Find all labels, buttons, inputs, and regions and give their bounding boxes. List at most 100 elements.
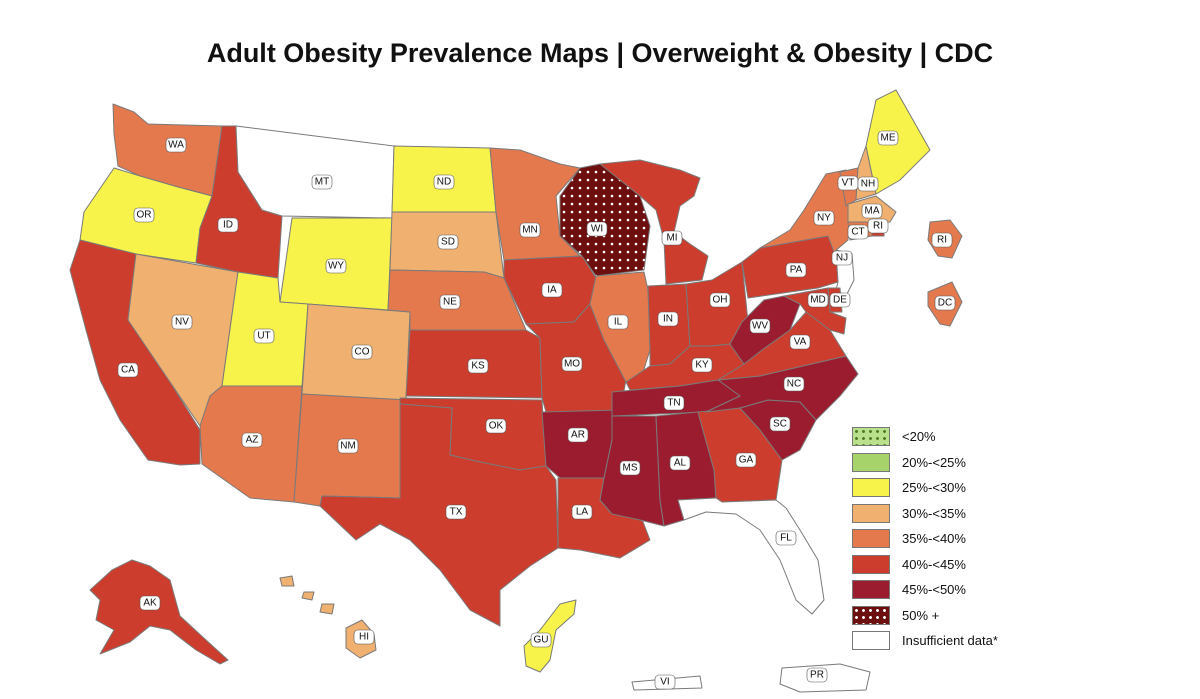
- state-label-box: [541, 282, 563, 298]
- legend-swatch: [852, 478, 890, 498]
- state-label-fl: FL: [775, 530, 797, 546]
- state-label-ca: CA: [117, 362, 139, 378]
- state-label-la: LA: [571, 504, 593, 520]
- state-label-nc: NC: [783, 376, 805, 392]
- state-label-box: [165, 137, 187, 153]
- state-label-vi: VI: [654, 674, 676, 690]
- state-label-box: [519, 222, 541, 238]
- state-label-text: MI: [666, 233, 677, 244]
- state-label-sd: SD: [437, 234, 459, 250]
- state-label-text: MT: [315, 177, 329, 188]
- state-label-box: [769, 416, 791, 432]
- state-label-text: WI: [591, 224, 603, 235]
- state-label-box: [785, 262, 807, 278]
- state-label-text: DC: [938, 298, 952, 309]
- legend-label: <20%: [902, 429, 936, 445]
- state-tx: [319, 403, 559, 627]
- state-label-ri: RI: [931, 232, 953, 248]
- state-label-text: ND: [437, 177, 451, 188]
- state-label-mo: MO: [561, 356, 583, 372]
- state-label-va: VA: [789, 334, 811, 350]
- state-label-text: PA: [790, 265, 803, 276]
- legend-item: 30%-<35%: [852, 501, 998, 527]
- state-label-text: NV: [175, 317, 189, 328]
- state-label-box: [749, 318, 771, 334]
- state-label-text: RI: [873, 221, 883, 232]
- state-label-text: NE: [443, 297, 457, 308]
- state-label-box: [806, 667, 828, 683]
- state-label-box: [139, 595, 161, 611]
- state-label-text: NH: [861, 179, 875, 190]
- state-label-ky: KY: [691, 357, 713, 373]
- state-label-text: VT: [842, 178, 855, 189]
- legend-label: 40%-<45%: [902, 556, 966, 572]
- legend-swatch: [852, 631, 890, 651]
- state-label-in: IN: [657, 311, 679, 327]
- state-label-hi: HI: [353, 629, 375, 645]
- state-label-box: [807, 292, 829, 308]
- state-label-text: MA: [865, 206, 880, 217]
- legend-item: <20%: [852, 424, 998, 450]
- state-label-text: VI: [660, 677, 669, 688]
- state-label-box: [877, 130, 899, 146]
- state-label-box: [669, 455, 691, 471]
- state-label-text: FL: [780, 533, 792, 544]
- state-label-wy: WY: [325, 258, 347, 274]
- legend-swatch: [852, 580, 890, 600]
- state-label-text: KY: [695, 360, 709, 371]
- state-label-ak: AK: [139, 595, 161, 611]
- state-label-box: [217, 217, 239, 233]
- state-label-box: [353, 629, 375, 645]
- state-label-box: [561, 356, 583, 372]
- state-label-text: SC: [773, 419, 787, 430]
- state-label-ks: KS: [467, 358, 489, 374]
- state-label-box: [654, 674, 676, 690]
- state-label-box: [467, 358, 489, 374]
- legend-item: 50% +: [852, 603, 998, 629]
- state-label-nj: NJ: [831, 250, 853, 266]
- state-label-text: RI: [937, 235, 947, 246]
- state-label-box: [861, 203, 883, 219]
- state-label-ny: NY: [813, 210, 835, 226]
- state-label-ia: IA: [541, 282, 563, 298]
- state-label-text: IL: [614, 317, 623, 328]
- legend-item: 20%-<25%: [852, 450, 998, 476]
- state-label-box: [253, 328, 275, 344]
- state-label-box: [241, 432, 263, 448]
- state-label-sc: SC: [769, 416, 791, 432]
- state-label-mt: MT: [311, 174, 333, 190]
- legend-item: 25%-<30%: [852, 475, 998, 501]
- state-label-text: OH: [713, 295, 728, 306]
- state-label-ut: UT: [253, 328, 275, 344]
- state-label-box: [709, 292, 731, 308]
- state-label-pa: PA: [785, 262, 807, 278]
- legend-swatch: [852, 529, 890, 549]
- state-label-text: NJ: [836, 253, 848, 264]
- state-label-oh: OH: [709, 292, 731, 308]
- state-hi: [279, 575, 377, 659]
- map-title: Adult Obesity Prevalence Maps | Overweig…: [206, 38, 994, 68]
- state-label-ga: GA: [735, 452, 757, 468]
- legend: <20% 20%-<25% 25%-<30% 30%-<35% 35%-<40%…: [852, 424, 998, 654]
- state-label-box: [567, 427, 589, 443]
- state-label-text: NY: [817, 213, 831, 224]
- state-label-az: AZ: [241, 432, 263, 448]
- state-label-text: TN: [667, 398, 680, 409]
- legend-swatch: [852, 452, 890, 472]
- state-label-box: [437, 234, 459, 250]
- state-mi: [599, 159, 709, 285]
- state-label-mn: MN: [519, 222, 541, 238]
- state-shapes: [69, 89, 963, 693]
- legend-label: 45%-<50%: [902, 582, 966, 598]
- state-label-text: ME: [881, 133, 896, 144]
- state-label-ar: AR: [567, 427, 589, 443]
- state-label-al: AL: [669, 455, 691, 471]
- legend-label: 20%-<25%: [902, 454, 966, 470]
- state-label-mi: MI: [661, 230, 683, 246]
- state-label-text: MD: [810, 295, 826, 306]
- state-label-text: SD: [441, 237, 455, 248]
- state-label-text: AZ: [246, 435, 259, 446]
- state-label-text: TX: [450, 507, 463, 518]
- state-label-text: AL: [674, 458, 687, 469]
